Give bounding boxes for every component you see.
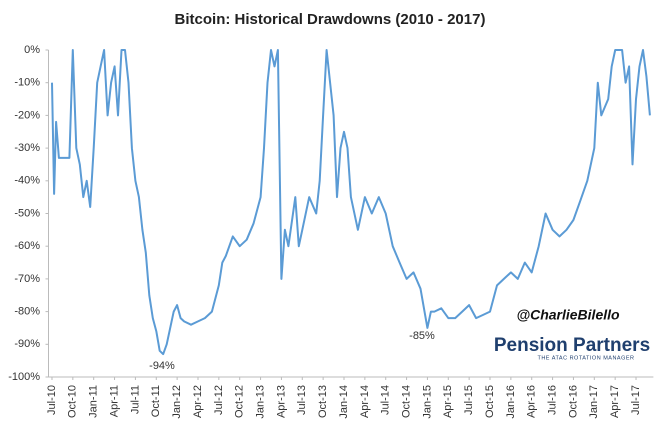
x-tick-label: Jul-11 — [129, 385, 141, 414]
x-tick-label: Jan-13 — [254, 385, 266, 419]
x-tick-label: Apr-13 — [275, 385, 287, 418]
y-tick-label: -30% — [14, 142, 40, 154]
x-tick-label: Jan-15 — [421, 385, 433, 419]
x-tick-label: Oct-15 — [484, 385, 496, 418]
x-tick-label: Oct-16 — [567, 385, 579, 418]
x-tick-label: Jan-14 — [338, 385, 350, 419]
y-tick-label: -20% — [14, 109, 40, 121]
x-tick-label: Oct-11 — [150, 385, 162, 417]
x-tick-label: Apr-15 — [442, 385, 454, 418]
x-tick-label: Oct-14 — [400, 385, 412, 418]
x-tick-label: Oct-12 — [234, 385, 246, 418]
x-tick-label: Jan-11 — [88, 385, 100, 418]
y-tick-label: 0% — [24, 44, 40, 56]
annotation: -85% — [409, 330, 435, 342]
y-tick-label: -50% — [14, 207, 40, 219]
x-tick-label: Jul-12 — [213, 385, 225, 415]
x-tick-label: Jul-16 — [546, 385, 558, 415]
y-tick-label: -80% — [14, 306, 40, 318]
x-tick-label: Jul-10 — [46, 385, 58, 415]
x-tick-label: Jul-13 — [296, 385, 308, 415]
x-tick-label: Apr-16 — [526, 385, 538, 418]
x-tick-label: Oct-13 — [317, 385, 329, 418]
annotation: -94% — [149, 360, 175, 372]
credit: @CharlieBilello — [516, 307, 620, 323]
x-tick-label: Oct-10 — [67, 385, 79, 418]
x-tick-label: Jan-12 — [171, 385, 183, 419]
brand: Pension Partners — [494, 335, 650, 356]
x-tick-label: Jan-17 — [588, 385, 600, 419]
x-tick-label: Jul-14 — [380, 385, 392, 415]
y-tick-label: -90% — [14, 338, 40, 350]
y-tick-label: -10% — [14, 77, 40, 89]
x-tick-label: Apr-17 — [609, 385, 621, 418]
drawdown-line — [51, 49, 651, 356]
y-tick-label: -40% — [14, 175, 40, 187]
y-tick-label: -60% — [14, 240, 40, 252]
x-tick-label: Apr-11 — [108, 385, 120, 417]
x-tick-label: Apr-12 — [192, 385, 204, 418]
x-tick-label: Apr-14 — [359, 385, 371, 418]
x-tick-label: Jul-17 — [630, 385, 642, 415]
y-tick-label: -70% — [14, 273, 40, 285]
tagline: THE ATAC ROTATION MANAGER — [537, 355, 634, 361]
x-tick-label: Jul-15 — [463, 385, 475, 415]
chart-title: Bitcoin: Historical Drawdowns (2010 - 20… — [175, 11, 486, 28]
x-tick-label: Jan-16 — [505, 385, 517, 419]
y-tick-label: -100% — [8, 371, 40, 383]
